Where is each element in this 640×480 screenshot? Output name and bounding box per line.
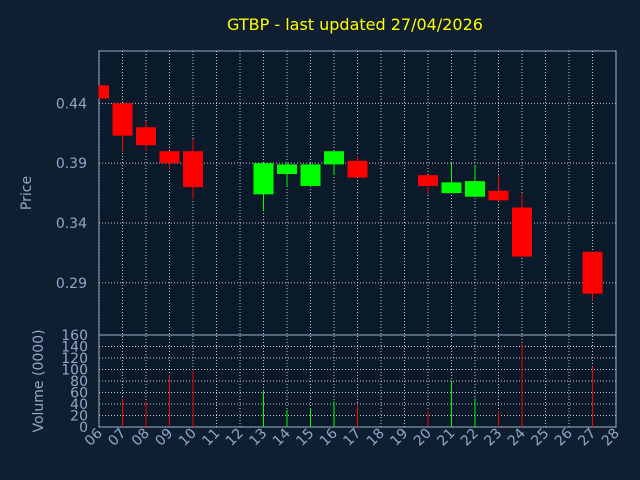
x-tick-label: 13 [246,426,270,450]
volume-tick-label: 100 [61,363,88,379]
candle-body [277,164,297,174]
candle-body [465,181,485,197]
candle-body [183,151,203,188]
price-plot-area [98,50,617,336]
candle-body [136,127,156,146]
x-tick-label: 19 [387,426,411,450]
price-candles [98,85,603,301]
volume-tick-label: 0 [79,420,88,436]
x-tick-label: 21 [434,426,458,450]
price-tick-label: 0.29 [56,276,87,292]
volume-tick-label: 160 [61,328,88,344]
x-tick-label: 24 [505,425,529,449]
x-tick-labels: 06 07 08 09 10 11 12 13 14 15 16 17 18 19 20 21 22 23 24 25… [82,425,623,449]
volume-tick-label: 20 [70,409,88,425]
candle-body [300,164,321,186]
y-axis-label: Price [19,176,35,210]
x-tick-label: 09 [152,426,176,450]
price-tick-label: 0.44 [56,96,87,112]
candle-body [582,251,603,294]
candle-body [324,151,344,165]
volume-bars [122,343,593,427]
candle-body [512,207,532,257]
x-axis-label: Day [334,459,362,475]
x-tick-label: 10 [176,426,200,450]
x-tick-label: 14 [270,425,294,449]
price-tick-label: 0.39 [56,156,87,172]
candle-body [99,85,109,99]
price-tick-labels: 0.44 0.39 0.34 0.29 [56,96,87,292]
x-tick-label: 23 [481,426,505,450]
x-tick-label: 07 [105,426,129,450]
x-tick-label: 28 [599,426,623,450]
x-tick-label: 22 [458,426,482,450]
volume-tick-label: 40 [70,397,88,413]
candle-body [488,190,509,201]
x-tick-label: 17 [340,426,364,450]
x-tick-label: 12 [223,426,247,450]
x-tick-label: 20 [411,426,435,450]
candle-body [112,103,133,136]
volume-tick-label: 80 [70,374,88,390]
candle-body [441,182,462,194]
volume-tick-label: 60 [70,386,88,402]
price-tick-label: 0.34 [56,216,87,232]
candle-body [159,151,180,164]
x-tick-label: 08 [129,426,153,450]
x-tick-label: 16 [317,425,341,449]
candle-body [347,160,368,178]
x-tick-label: 11 [199,426,223,450]
x-tick-label: 18 [364,426,388,450]
volume-tick-label: 140 [61,340,88,356]
candle-body [418,175,438,186]
x-tick-label: 27 [575,426,599,450]
candle-body [253,163,274,195]
x-tick-label: 26 [552,425,576,449]
volume-axis-label: Volume (0000) [31,329,47,432]
x-tick-label: 25 [528,426,552,450]
x-tick-label: 15 [293,426,317,450]
volume-tick-label: 120 [61,351,88,367]
chart-title: GTBP - last updated 27/04/2026 [227,15,483,34]
